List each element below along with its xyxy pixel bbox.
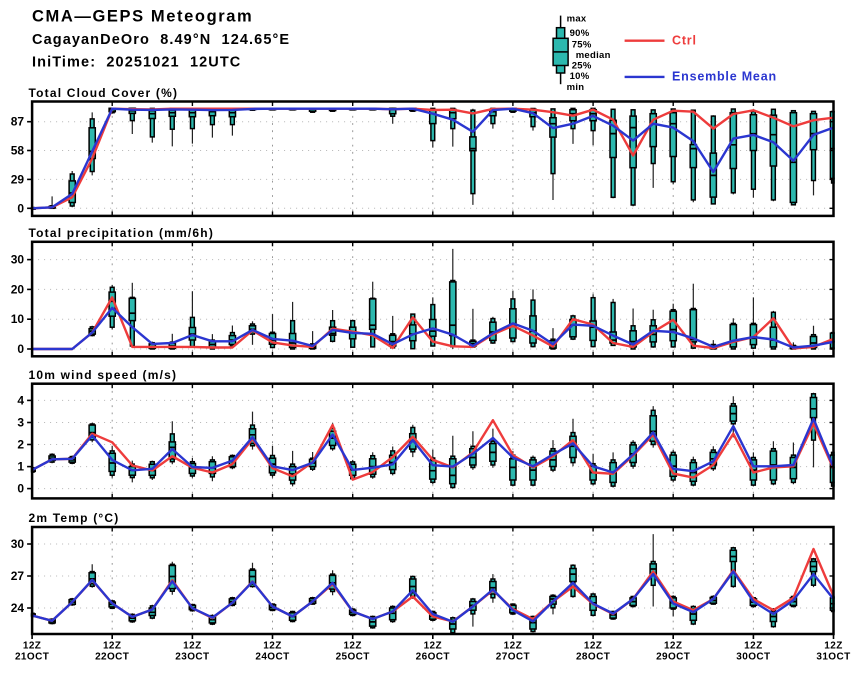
svg-text:CagayanDeOro 8.49°N 124.65°E: CagayanDeOro 8.49°N 124.65°E xyxy=(32,32,290,48)
svg-text:12Z: 12Z xyxy=(23,641,41,652)
svg-text:Total Cloud Cover (%): Total Cloud Cover (%) xyxy=(29,86,179,100)
svg-text:max: max xyxy=(567,14,587,25)
svg-text:min: min xyxy=(567,82,585,93)
svg-text:10: 10 xyxy=(11,312,25,326)
svg-text:87: 87 xyxy=(11,115,25,129)
svg-text:1: 1 xyxy=(17,460,24,474)
svg-text:IniTime: 20251021 12UTC: IniTime: 20251021 12UTC xyxy=(32,55,241,71)
svg-text:4: 4 xyxy=(17,393,24,407)
svg-text:30OCT: 30OCT xyxy=(736,652,770,663)
svg-text:Total precipitation (mm/6h): Total precipitation (mm/6h) xyxy=(29,226,215,240)
svg-text:29OCT: 29OCT xyxy=(656,652,690,663)
svg-text:12Z: 12Z xyxy=(103,641,121,652)
svg-text:27: 27 xyxy=(11,569,25,583)
svg-text:12Z: 12Z xyxy=(744,641,762,652)
svg-text:20: 20 xyxy=(11,282,25,296)
svg-text:25%: 25% xyxy=(572,61,592,72)
svg-text:27OCT: 27OCT xyxy=(496,652,530,663)
svg-text:12Z: 12Z xyxy=(263,641,281,652)
svg-text:3: 3 xyxy=(17,416,24,430)
svg-text:0: 0 xyxy=(17,482,24,496)
svg-text:median: median xyxy=(576,50,611,61)
svg-text:12Z: 12Z xyxy=(424,641,442,652)
svg-text:0: 0 xyxy=(17,201,24,215)
svg-text:31OCT: 31OCT xyxy=(816,652,850,663)
svg-text:24OCT: 24OCT xyxy=(255,652,289,663)
svg-text:Ensemble Mean: Ensemble Mean xyxy=(672,70,777,84)
svg-text:24: 24 xyxy=(11,601,25,615)
svg-text:23OCT: 23OCT xyxy=(175,652,209,663)
svg-text:58: 58 xyxy=(11,144,25,158)
svg-text:30: 30 xyxy=(11,253,25,267)
svg-text:12Z: 12Z xyxy=(664,641,682,652)
svg-text:26OCT: 26OCT xyxy=(416,652,450,663)
svg-text:22OCT: 22OCT xyxy=(95,652,129,663)
svg-text:21OCT: 21OCT xyxy=(15,652,49,663)
svg-text:30: 30 xyxy=(11,537,25,551)
svg-text:10m wind speed (m/s): 10m wind speed (m/s) xyxy=(29,368,178,382)
svg-text:10%: 10% xyxy=(570,71,590,82)
svg-text:75%: 75% xyxy=(572,39,592,50)
svg-text:29: 29 xyxy=(11,172,25,186)
svg-text:12Z: 12Z xyxy=(584,641,602,652)
svg-text:12Z: 12Z xyxy=(824,641,842,652)
svg-text:12Z: 12Z xyxy=(504,641,522,652)
svg-text:25OCT: 25OCT xyxy=(336,652,370,663)
svg-text:2: 2 xyxy=(17,438,24,452)
svg-text:12Z: 12Z xyxy=(183,641,201,652)
svg-text:28OCT: 28OCT xyxy=(576,652,610,663)
svg-text:12Z: 12Z xyxy=(343,641,361,652)
svg-text:90%: 90% xyxy=(570,28,590,39)
svg-text:Ctrl: Ctrl xyxy=(672,33,697,47)
svg-text:2m Temp (°C): 2m Temp (°C) xyxy=(29,511,120,525)
svg-text:0: 0 xyxy=(17,342,24,356)
svg-text:CMA—GEPS Meteogram: CMA—GEPS Meteogram xyxy=(32,8,253,26)
